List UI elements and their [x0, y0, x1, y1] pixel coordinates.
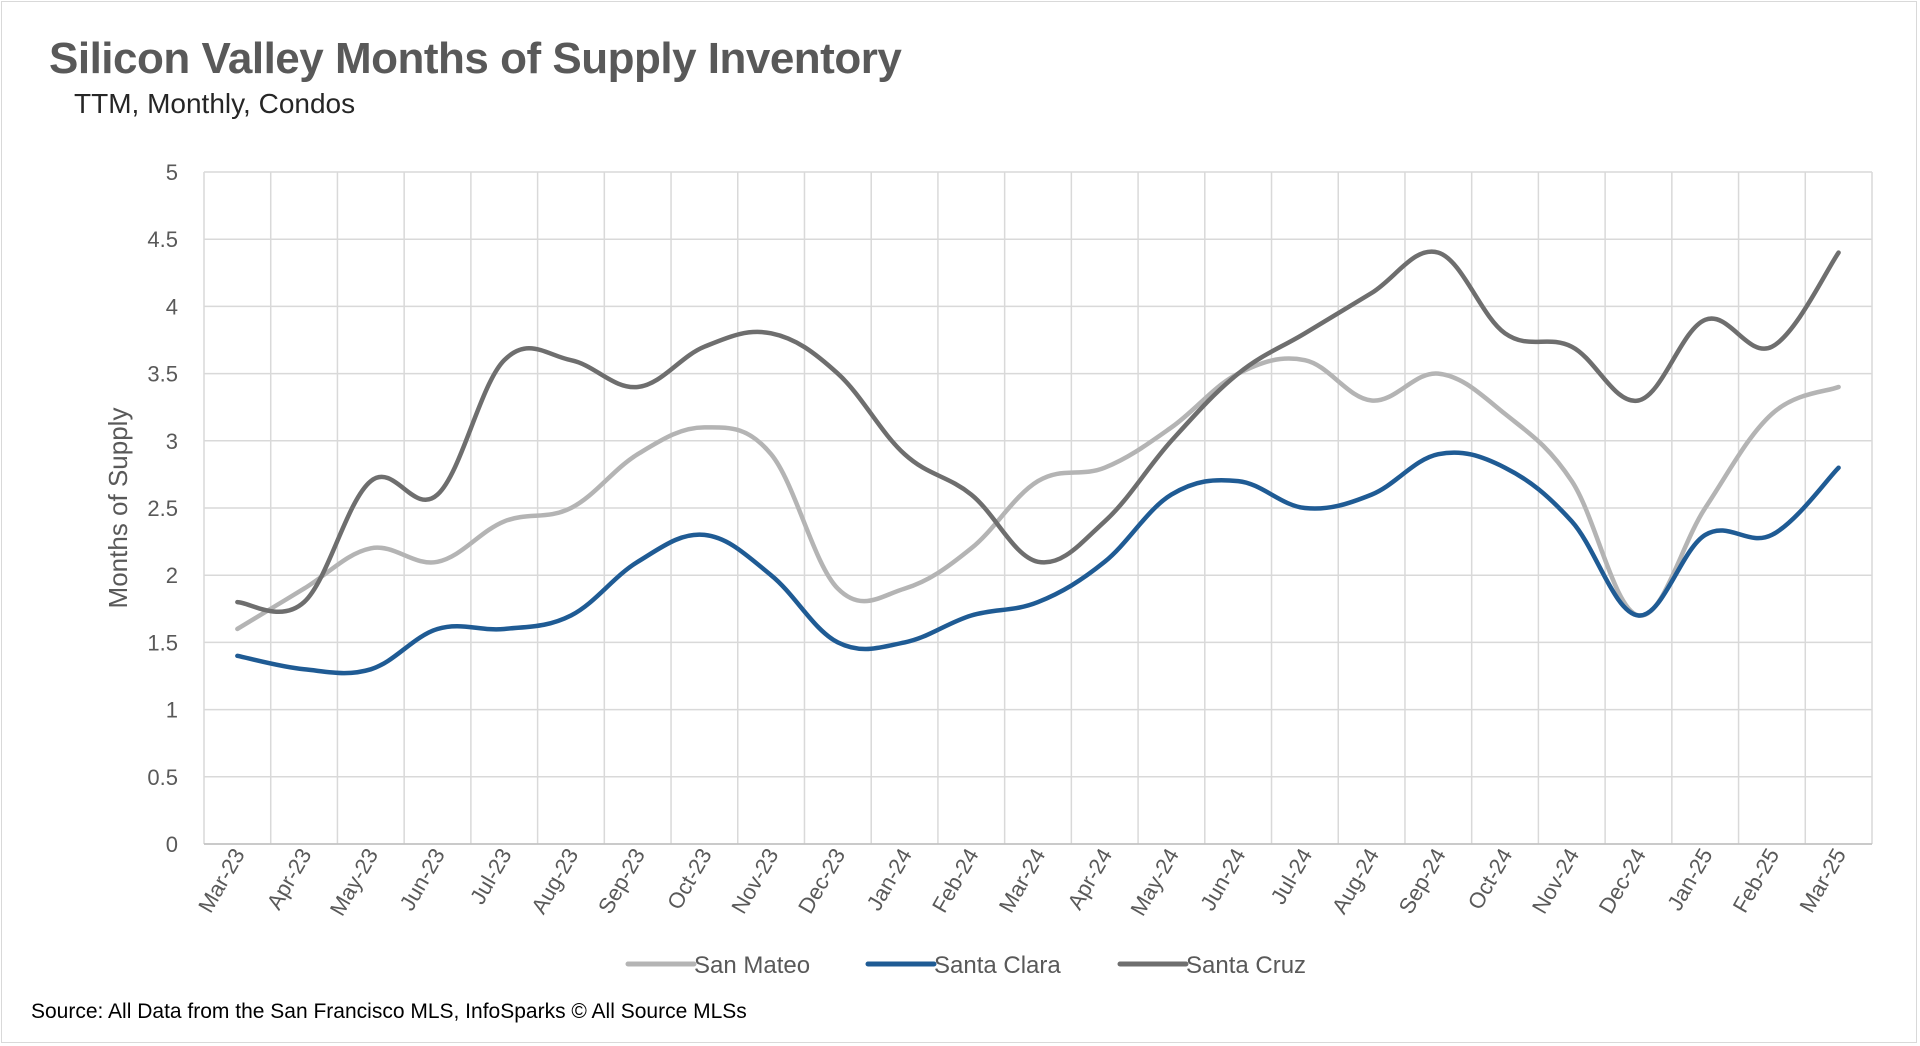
series-line-santa-clara	[235, 450, 1841, 676]
y-tick-label: 3.5	[147, 362, 178, 387]
x-tick-label: Apr-23	[262, 844, 317, 914]
series-lines	[235, 249, 1841, 676]
x-tick-label: Mar-25	[1794, 844, 1850, 917]
gridlines	[203, 171, 1873, 845]
y-tick-label: 1	[166, 698, 178, 723]
x-tick-label: Mar-23	[193, 844, 249, 917]
y-axis-title: Months of Supply	[103, 408, 133, 609]
x-tick-label: Dec-24	[1594, 844, 1651, 918]
chart-title: Silicon Valley Months of Supply Inventor…	[49, 34, 902, 83]
x-tick-label: Jul-23	[465, 844, 517, 908]
x-tick-label: Oct-24	[1463, 844, 1518, 914]
x-tick-label: Oct-23	[662, 844, 717, 914]
y-tick-label: 4.5	[147, 227, 178, 252]
y-tick-label: 0	[166, 832, 178, 857]
x-tick-label: Jan-25	[1662, 844, 1717, 915]
series-line-santa-cruz	[235, 249, 1841, 614]
chart-subtitle: TTM, Monthly, Condos	[74, 88, 356, 119]
y-tick-label: 0.5	[147, 765, 178, 790]
x-tick-label: Aug-23	[526, 844, 583, 918]
x-tick-label: Feb-25	[1728, 844, 1785, 917]
y-axis-ticks: 0 0.5 1 1.5 2 2.5 3 3.5 4 4.5 5	[147, 160, 178, 857]
y-tick-label: 4	[166, 294, 178, 319]
y-tick-label: 2	[166, 563, 178, 588]
legend-label-santa-cruz: Santa Cruz	[1186, 952, 1306, 979]
y-tick-label: 2.5	[147, 496, 178, 521]
x-tick-label: May-24	[1125, 844, 1183, 920]
y-tick-label: 1.5	[147, 630, 178, 655]
x-axis-ticks: Mar-23 Apr-23 May-23 Jun-23 Jul-23 Aug-23 Sep-…	[193, 844, 1851, 920]
x-tick-label: Nov-23	[726, 844, 783, 918]
x-tick-label: Nov-24	[1527, 844, 1584, 918]
legend-label-san-mateo: San Mateo	[694, 952, 810, 979]
x-tick-label: Jun-23	[395, 844, 450, 915]
x-tick-label: May-23	[325, 844, 383, 920]
legend-label-santa-clara: Santa Clara	[934, 952, 1061, 979]
x-tick-label: Dec-23	[793, 844, 850, 918]
x-tick-label: Jun-24	[1195, 844, 1250, 915]
y-tick-label: 3	[166, 429, 178, 454]
x-tick-label: Apr-24	[1062, 844, 1117, 914]
x-tick-label: Feb-24	[927, 844, 984, 917]
x-tick-label: Sep-24	[1394, 844, 1451, 918]
source-note: Source: All Data from the San Francisco …	[31, 1000, 747, 1023]
x-tick-label: Sep-23	[593, 844, 650, 918]
x-tick-label: Aug-24	[1327, 844, 1384, 918]
x-tick-label: Mar-24	[994, 844, 1050, 917]
y-tick-label: 5	[166, 160, 178, 185]
x-tick-label: Jan-24	[862, 844, 917, 915]
legend: San Mateo Santa Clara Santa Cruz	[625, 952, 1306, 979]
x-tick-label: Jul-24	[1266, 844, 1318, 908]
series-line-san-mateo	[235, 356, 1841, 632]
